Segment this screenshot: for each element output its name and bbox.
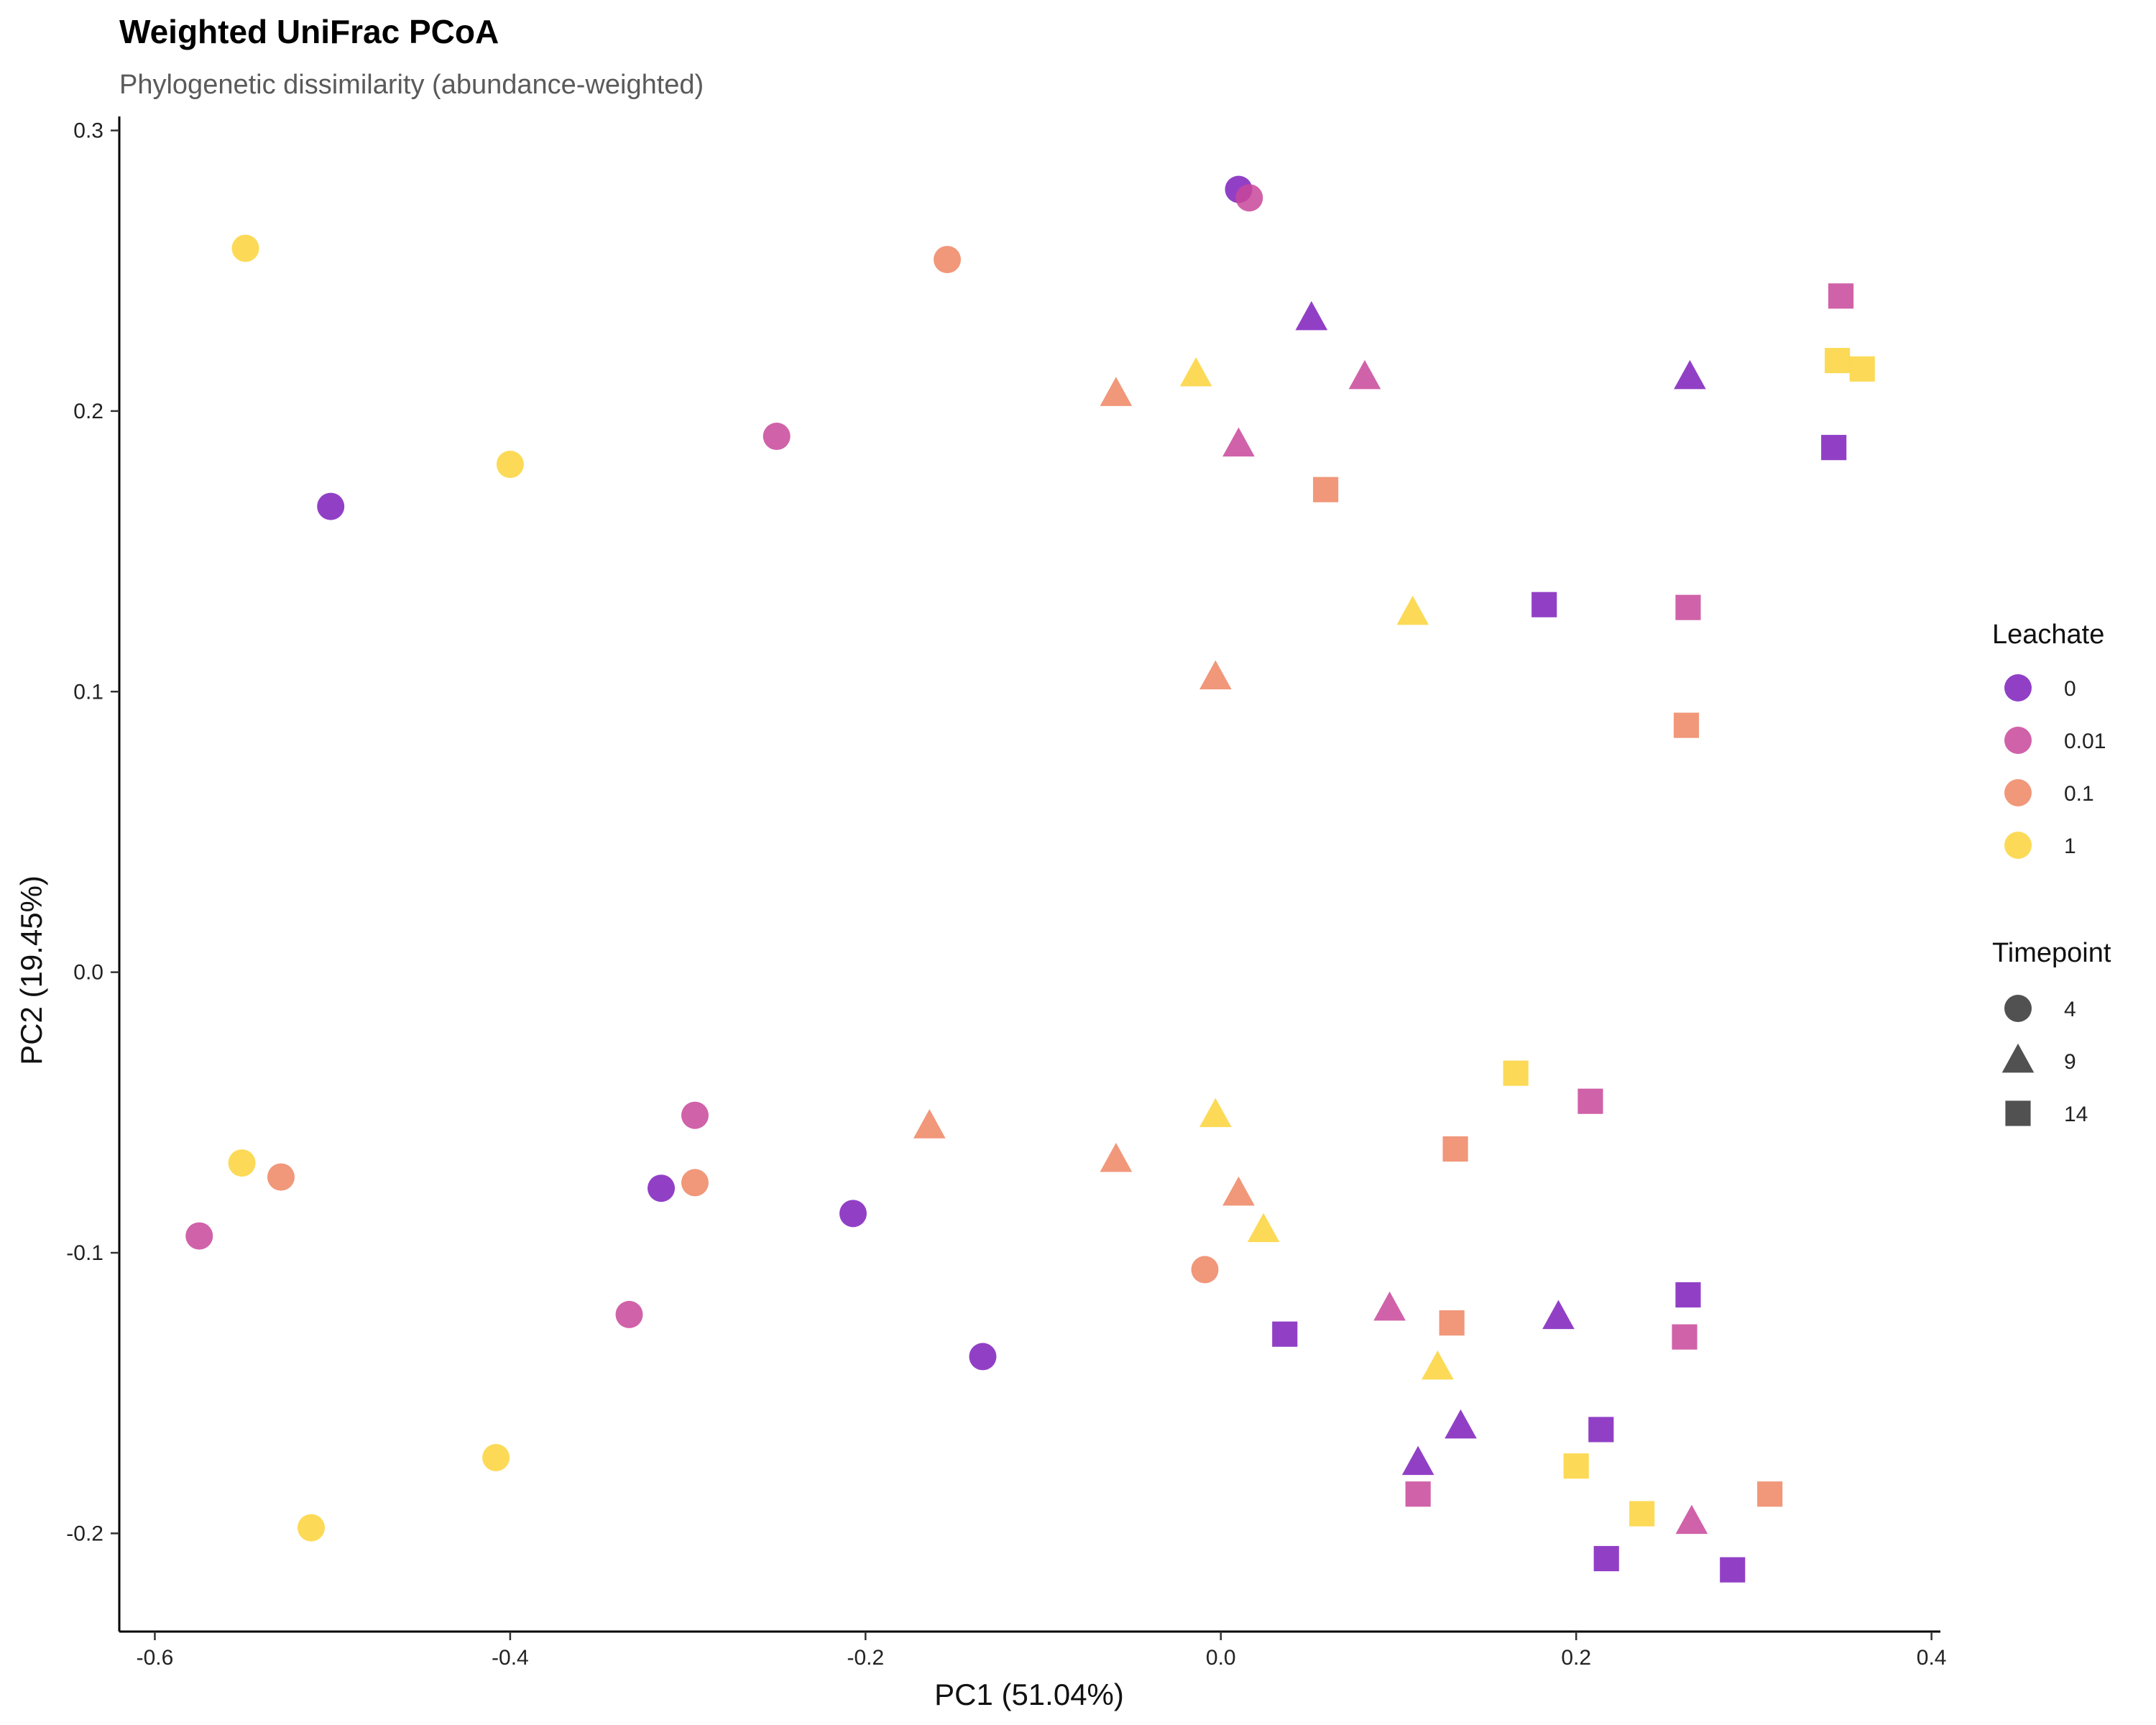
legend-key-shape bbox=[2005, 1100, 2031, 1126]
data-point bbox=[185, 1222, 213, 1250]
data-point bbox=[1828, 283, 1854, 309]
data-point bbox=[615, 1300, 643, 1328]
data-point bbox=[1401, 1445, 1434, 1476]
data-point bbox=[267, 1163, 295, 1191]
legend-label-color: 0.1 bbox=[2064, 782, 2094, 806]
data-point bbox=[231, 234, 259, 262]
data-point bbox=[1720, 1557, 1746, 1583]
legend: Leachate 0 0.01 0.1 1 Timepoint 4 9 14 bbox=[1992, 620, 2111, 1126]
shape-legend-title: Timepoint bbox=[1992, 938, 2111, 968]
legend-key-color bbox=[2004, 727, 2032, 754]
data-point bbox=[648, 1174, 676, 1202]
legend-key-color bbox=[2004, 674, 2032, 702]
y-axis-title: PC2 (19.45%) bbox=[14, 875, 48, 1065]
axes: -0.6 -0.4 -0.2 0.0 0.2 0.4 -0.2 -0.1 0.0 0.1 0.2 0.… bbox=[66, 116, 1946, 1670]
legend-label-color: 1 bbox=[2064, 834, 2076, 858]
data-point bbox=[1222, 427, 1255, 457]
data-point bbox=[1674, 359, 1706, 390]
x-tick-label: 0.2 bbox=[1561, 1646, 1591, 1670]
x-tick-label: 0.0 bbox=[1206, 1646, 1236, 1670]
data-points bbox=[185, 175, 1875, 1583]
data-point bbox=[969, 1343, 997, 1371]
legend-label-shape: 4 bbox=[2064, 998, 2076, 1021]
legend-key-color bbox=[2004, 832, 2032, 859]
legend-key-color bbox=[2004, 779, 2032, 806]
data-point bbox=[1675, 594, 1701, 620]
data-point bbox=[1199, 1098, 1232, 1128]
data-point bbox=[1396, 595, 1429, 625]
y-tick-label: -0.1 bbox=[66, 1241, 103, 1265]
data-point bbox=[482, 1443, 510, 1471]
x-tick-label: -0.6 bbox=[137, 1646, 174, 1670]
y-tick-label: 0.1 bbox=[73, 680, 103, 704]
data-point bbox=[1373, 1291, 1406, 1321]
color-legend-title: Leachate bbox=[1992, 620, 2104, 650]
data-point bbox=[1542, 1300, 1575, 1330]
data-point bbox=[1235, 184, 1263, 212]
x-axis-title: PC1 (51.04%) bbox=[934, 1678, 1124, 1711]
data-point bbox=[1179, 356, 1212, 387]
data-point bbox=[496, 451, 524, 479]
data-point bbox=[1593, 1545, 1619, 1572]
data-point bbox=[681, 1169, 709, 1197]
data-point bbox=[839, 1200, 867, 1228]
data-point bbox=[1313, 477, 1339, 502]
legend-label-color: 0 bbox=[2064, 677, 2076, 701]
data-point bbox=[1247, 1213, 1280, 1243]
data-point bbox=[934, 246, 962, 274]
data-point bbox=[1445, 1409, 1477, 1439]
y-tick-label: 0.2 bbox=[73, 400, 103, 423]
data-point bbox=[1588, 1417, 1614, 1443]
legend-label-shape: 9 bbox=[2064, 1050, 2076, 1074]
data-point bbox=[1563, 1453, 1589, 1479]
data-point bbox=[1672, 1324, 1697, 1350]
data-point bbox=[1849, 356, 1875, 382]
x-tick-label: -0.2 bbox=[847, 1646, 884, 1670]
y-tick-label: 0.0 bbox=[73, 961, 103, 985]
data-point bbox=[1531, 592, 1557, 617]
x-tick-label: 0.4 bbox=[1917, 1646, 1947, 1670]
legend-label-shape: 14 bbox=[2064, 1103, 2088, 1126]
data-point bbox=[1673, 712, 1700, 738]
data-point bbox=[297, 1514, 325, 1542]
data-point bbox=[1348, 359, 1381, 390]
data-point bbox=[228, 1149, 256, 1177]
y-tick-label: -0.2 bbox=[66, 1522, 103, 1545]
data-point bbox=[1100, 1143, 1133, 1172]
data-point bbox=[1222, 1176, 1255, 1206]
data-point bbox=[1757, 1481, 1783, 1507]
data-point bbox=[317, 492, 345, 520]
data-point bbox=[1405, 1481, 1431, 1507]
legend-key-shape bbox=[2004, 995, 2032, 1022]
data-point bbox=[1272, 1321, 1298, 1347]
chart-title: Weighted UniFrac PCoA bbox=[119, 13, 499, 50]
legend-label-color: 0.01 bbox=[2064, 730, 2106, 753]
data-point bbox=[1503, 1060, 1529, 1086]
data-point bbox=[1577, 1088, 1603, 1114]
data-point bbox=[1439, 1310, 1465, 1336]
x-tick-label: -0.4 bbox=[492, 1646, 529, 1670]
data-point bbox=[1295, 300, 1328, 331]
data-point bbox=[1675, 1504, 1708, 1535]
data-point bbox=[1675, 1282, 1701, 1308]
data-point bbox=[1191, 1256, 1219, 1284]
data-point bbox=[1199, 660, 1232, 690]
y-tick-label: 0.3 bbox=[73, 119, 103, 143]
data-point bbox=[913, 1109, 946, 1138]
data-point bbox=[763, 423, 791, 451]
data-point bbox=[681, 1101, 709, 1129]
legend-key-shape bbox=[2001, 1043, 2035, 1073]
data-point bbox=[1825, 348, 1851, 374]
chart-subtitle: Phylogenetic dissimilarity (abundance-we… bbox=[119, 70, 704, 100]
data-point bbox=[1442, 1136, 1468, 1162]
data-point bbox=[1100, 377, 1133, 406]
data-point bbox=[1629, 1501, 1655, 1527]
data-point bbox=[1821, 435, 1847, 461]
data-point bbox=[1422, 1350, 1454, 1380]
